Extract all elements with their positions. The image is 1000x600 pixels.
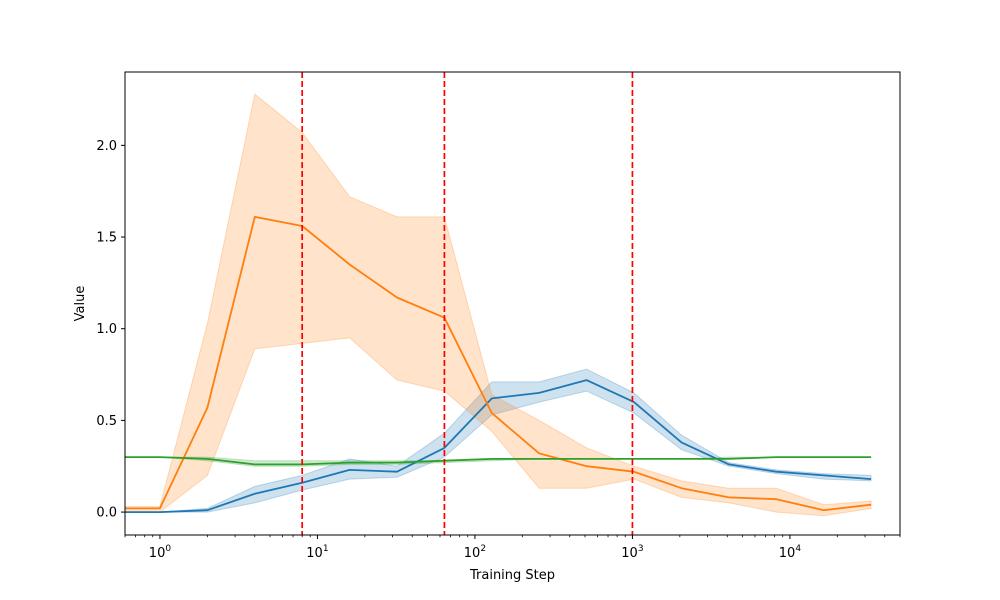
y-tick-label: 0.5 bbox=[96, 414, 117, 429]
green-series-line bbox=[125, 456, 872, 466]
orange-band bbox=[125, 93, 872, 517]
y-tick-label: 0.0 bbox=[96, 506, 117, 521]
x-tick-label: 103 bbox=[621, 544, 643, 561]
y-tick-label: 1.5 bbox=[96, 231, 117, 246]
y-axis: 0.0 0.5 1.0 1.5 2.0 bbox=[96, 139, 125, 521]
x-tick-label: 102 bbox=[464, 544, 486, 561]
confidence-bands bbox=[125, 93, 872, 517]
x-tick-label: 101 bbox=[306, 544, 328, 561]
vertical-markers bbox=[301, 72, 634, 535]
y-tick-label: 1.0 bbox=[96, 322, 117, 337]
y-tick-label: 2.0 bbox=[96, 139, 117, 154]
orange-series-line bbox=[125, 215, 872, 512]
plot-frame bbox=[124, 71, 901, 536]
x-axis-label: Training Step bbox=[469, 568, 555, 583]
x-tick-label: 104 bbox=[779, 544, 802, 561]
x-axis: 100 101 102 103 104 bbox=[124, 535, 901, 561]
y-axis-label: Value bbox=[73, 286, 88, 322]
series-lines bbox=[125, 215, 872, 513]
x-tick-label: 100 bbox=[149, 544, 172, 561]
blue-series-line bbox=[125, 379, 872, 513]
